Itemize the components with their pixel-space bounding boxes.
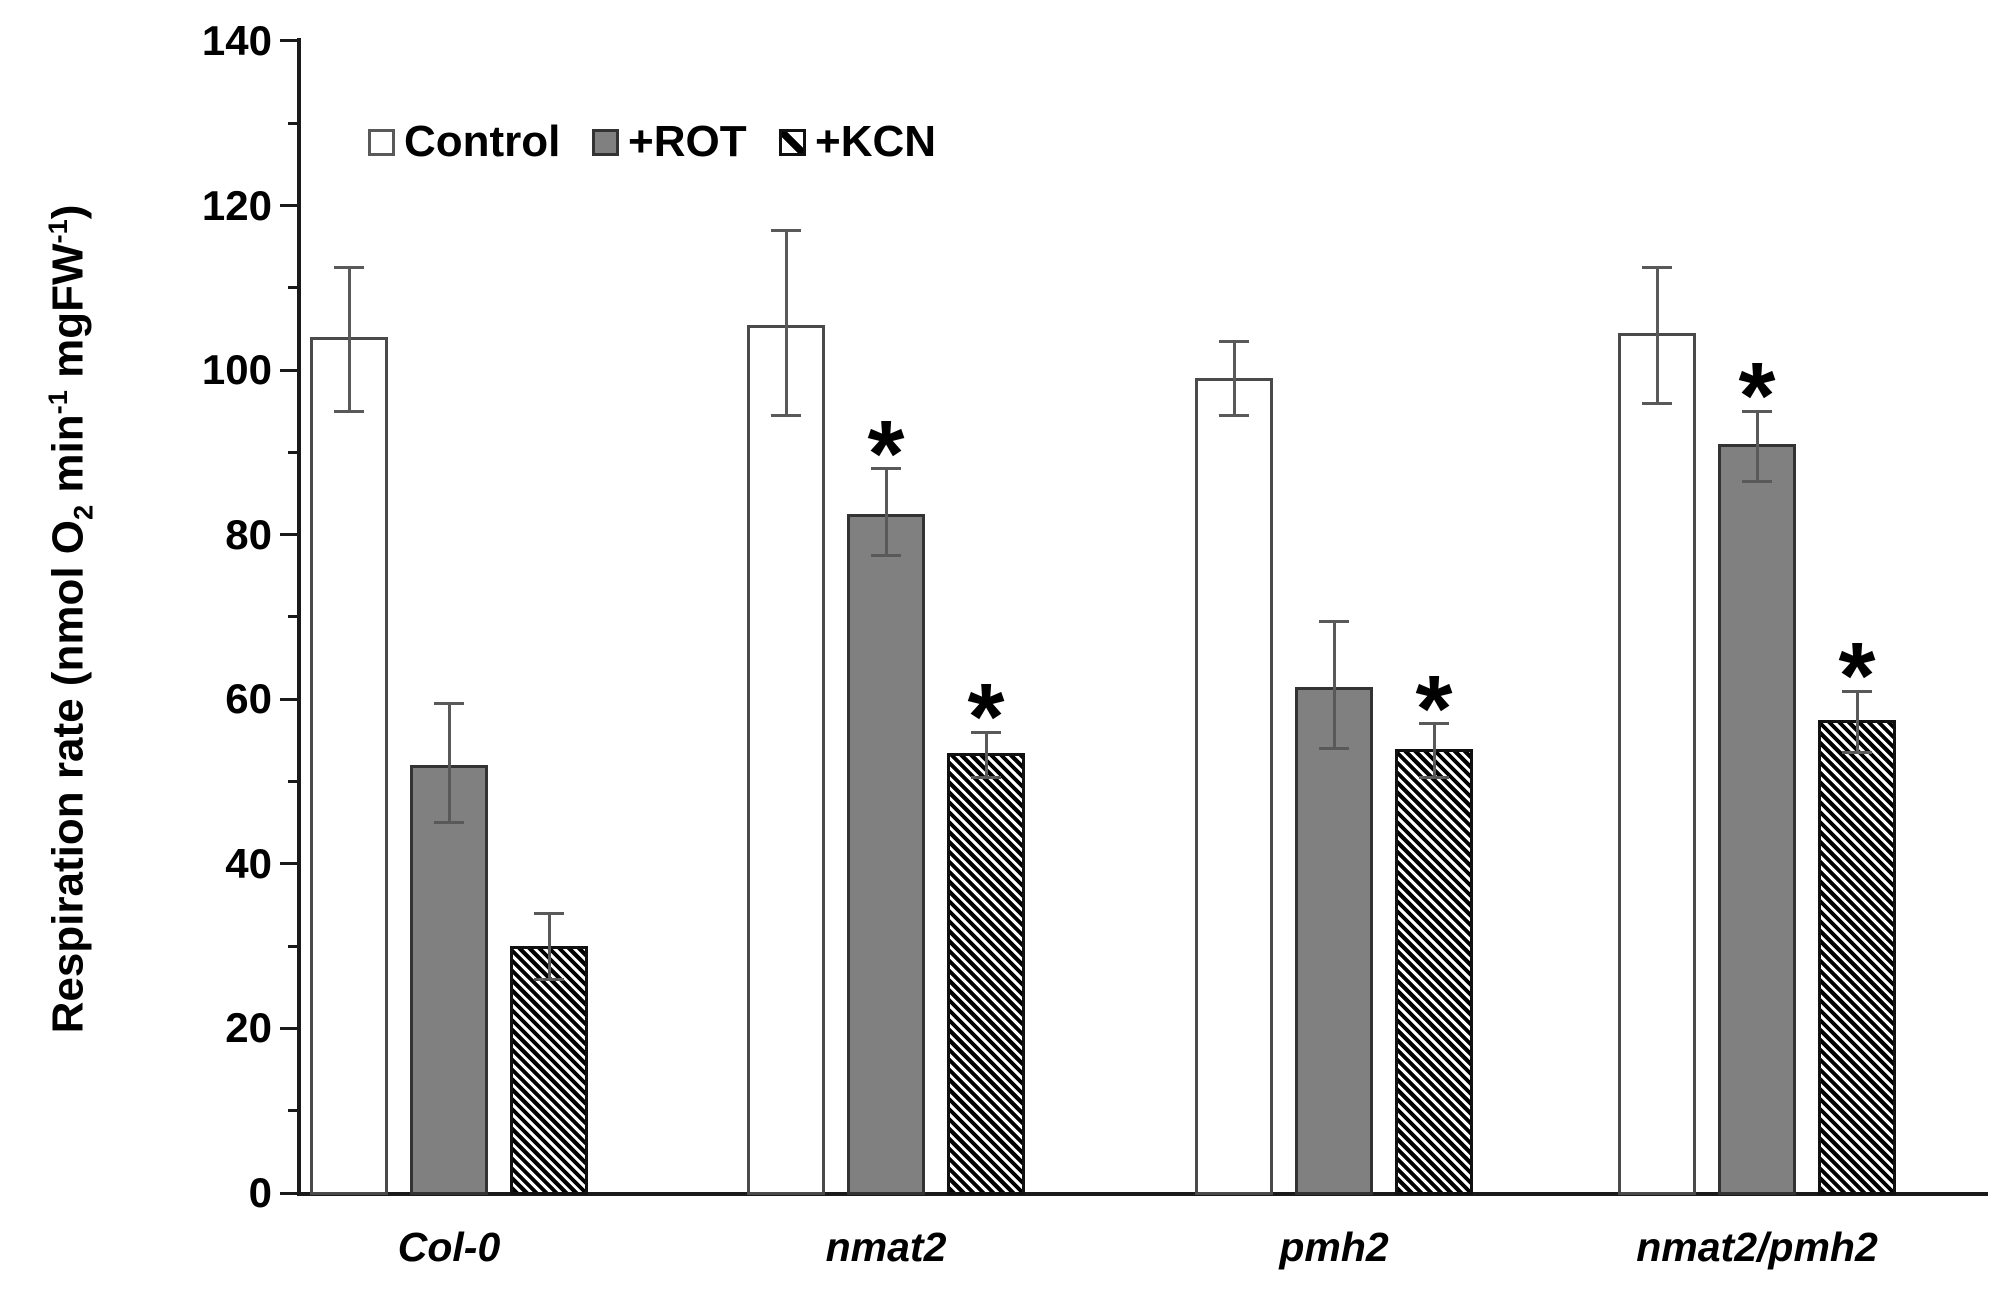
legend-swatch-kcn-icon [779,128,806,156]
error-bar-cap-bottom [1642,401,1672,405]
error-bar-cap-top [1419,722,1449,726]
x-axis-line [297,1192,1988,1196]
legend-label-rot: +ROT [628,117,747,166]
significance-asterisk: * [1838,623,1876,730]
y-tick-minor [288,286,300,290]
category-label-3: nmat2/pmh2 [1636,1224,1878,1270]
bar-kcn-2 [1395,748,1473,1195]
error-bar-cap-top [534,911,564,915]
y-tick-label: 20 [225,1004,272,1052]
error-bar-cap-top [871,467,901,471]
error-bar-cap-top [334,265,364,269]
category-label-0: Col-0 [397,1224,501,1270]
error-bar-cap-bottom [771,413,801,417]
error-bar-cap-top [1742,409,1772,413]
y-tick-label: 120 [201,181,272,229]
bar-kcn-1 [947,752,1025,1195]
y-tick-major [280,697,300,701]
significance-asterisk: * [967,664,1005,771]
y-tick-minor [288,615,300,619]
error-bar-line [1655,267,1659,404]
y-tick-minor [288,450,300,454]
bar-control-1 [747,324,825,1195]
error-bar-cap-bottom [871,553,901,557]
significance-asterisk: * [1738,343,1776,450]
error-bar-cap-bottom [534,977,564,981]
y-tick-major [280,1191,300,1195]
y-tick-label: 40 [225,839,272,887]
error-bar-line [1432,723,1436,778]
error-bar-cap-top [1642,265,1672,269]
legend-label-kcn: +KCN [815,117,937,166]
legend-item-rot: +ROT [592,118,747,166]
bar-control-2 [1195,378,1273,1195]
error-bar-cap-bottom [334,409,364,413]
error-bar-cap-bottom [1319,747,1349,751]
y-tick-minor [288,780,300,784]
error-bar-line [547,913,551,980]
bar-rot-1 [847,514,925,1195]
significance-asterisk: * [867,400,905,507]
legend-item-kcn: +KCN [779,118,936,166]
error-bar-line [1855,691,1859,753]
significance-asterisk: * [1415,655,1453,762]
bar-kcn-0 [510,946,588,1195]
category-label-1: nmat2 [825,1224,947,1270]
bar-rot-0 [410,765,488,1195]
bar-control-0 [310,337,388,1195]
error-bar-cap-top [1219,339,1249,343]
error-bar-cap-top [1842,689,1872,693]
y-tick-label: 140 [201,16,272,64]
legend-swatch-rot-icon [592,128,619,156]
y-tick-label: 80 [225,510,272,558]
category-label-2: pmh2 [1279,1224,1389,1270]
error-bar-cap-bottom [971,775,1001,779]
error-bar-cap-bottom [1742,479,1772,483]
error-bar-line [1332,621,1336,749]
y-tick-label: 100 [201,346,272,394]
error-bar-cap-top [771,228,801,232]
y-tick-major [280,862,300,866]
y-tick-minor [288,121,300,125]
y-tick-major [280,204,300,208]
y-tick-label: 0 [248,1169,272,1216]
y-tick-minor [288,944,300,948]
y-tick-major [280,39,300,43]
legend-swatch-control-icon [368,128,395,156]
y-tick-label: 60 [225,675,272,723]
error-bar-line [447,703,451,823]
legend-label-control: Control [404,117,561,166]
error-bar-line [1755,411,1759,482]
error-bar-cap-bottom [434,821,464,825]
y-tick-major [280,1026,300,1030]
error-bar-line [1232,341,1236,416]
error-bar-cap-top [1319,619,1349,623]
bar-rot-2 [1295,686,1373,1195]
bar-rot-3 [1718,444,1796,1195]
legend-item-control: Control [368,118,560,166]
y-tick-minor [288,1109,300,1113]
error-bar-cap-top [434,701,464,705]
error-bar-cap-top [971,730,1001,734]
error-bar-cap-bottom [1842,751,1872,755]
bar-control-3 [1618,333,1696,1195]
error-bar-line [347,267,351,412]
error-bar-line [984,732,988,778]
error-bar-line [784,230,788,416]
y-tick-major [280,533,300,537]
error-bar-line [884,468,888,556]
y-tick-major [280,368,300,372]
error-bar-cap-bottom [1219,413,1249,417]
error-bar-cap-bottom [1419,775,1449,779]
bar-kcn-3 [1818,719,1896,1195]
